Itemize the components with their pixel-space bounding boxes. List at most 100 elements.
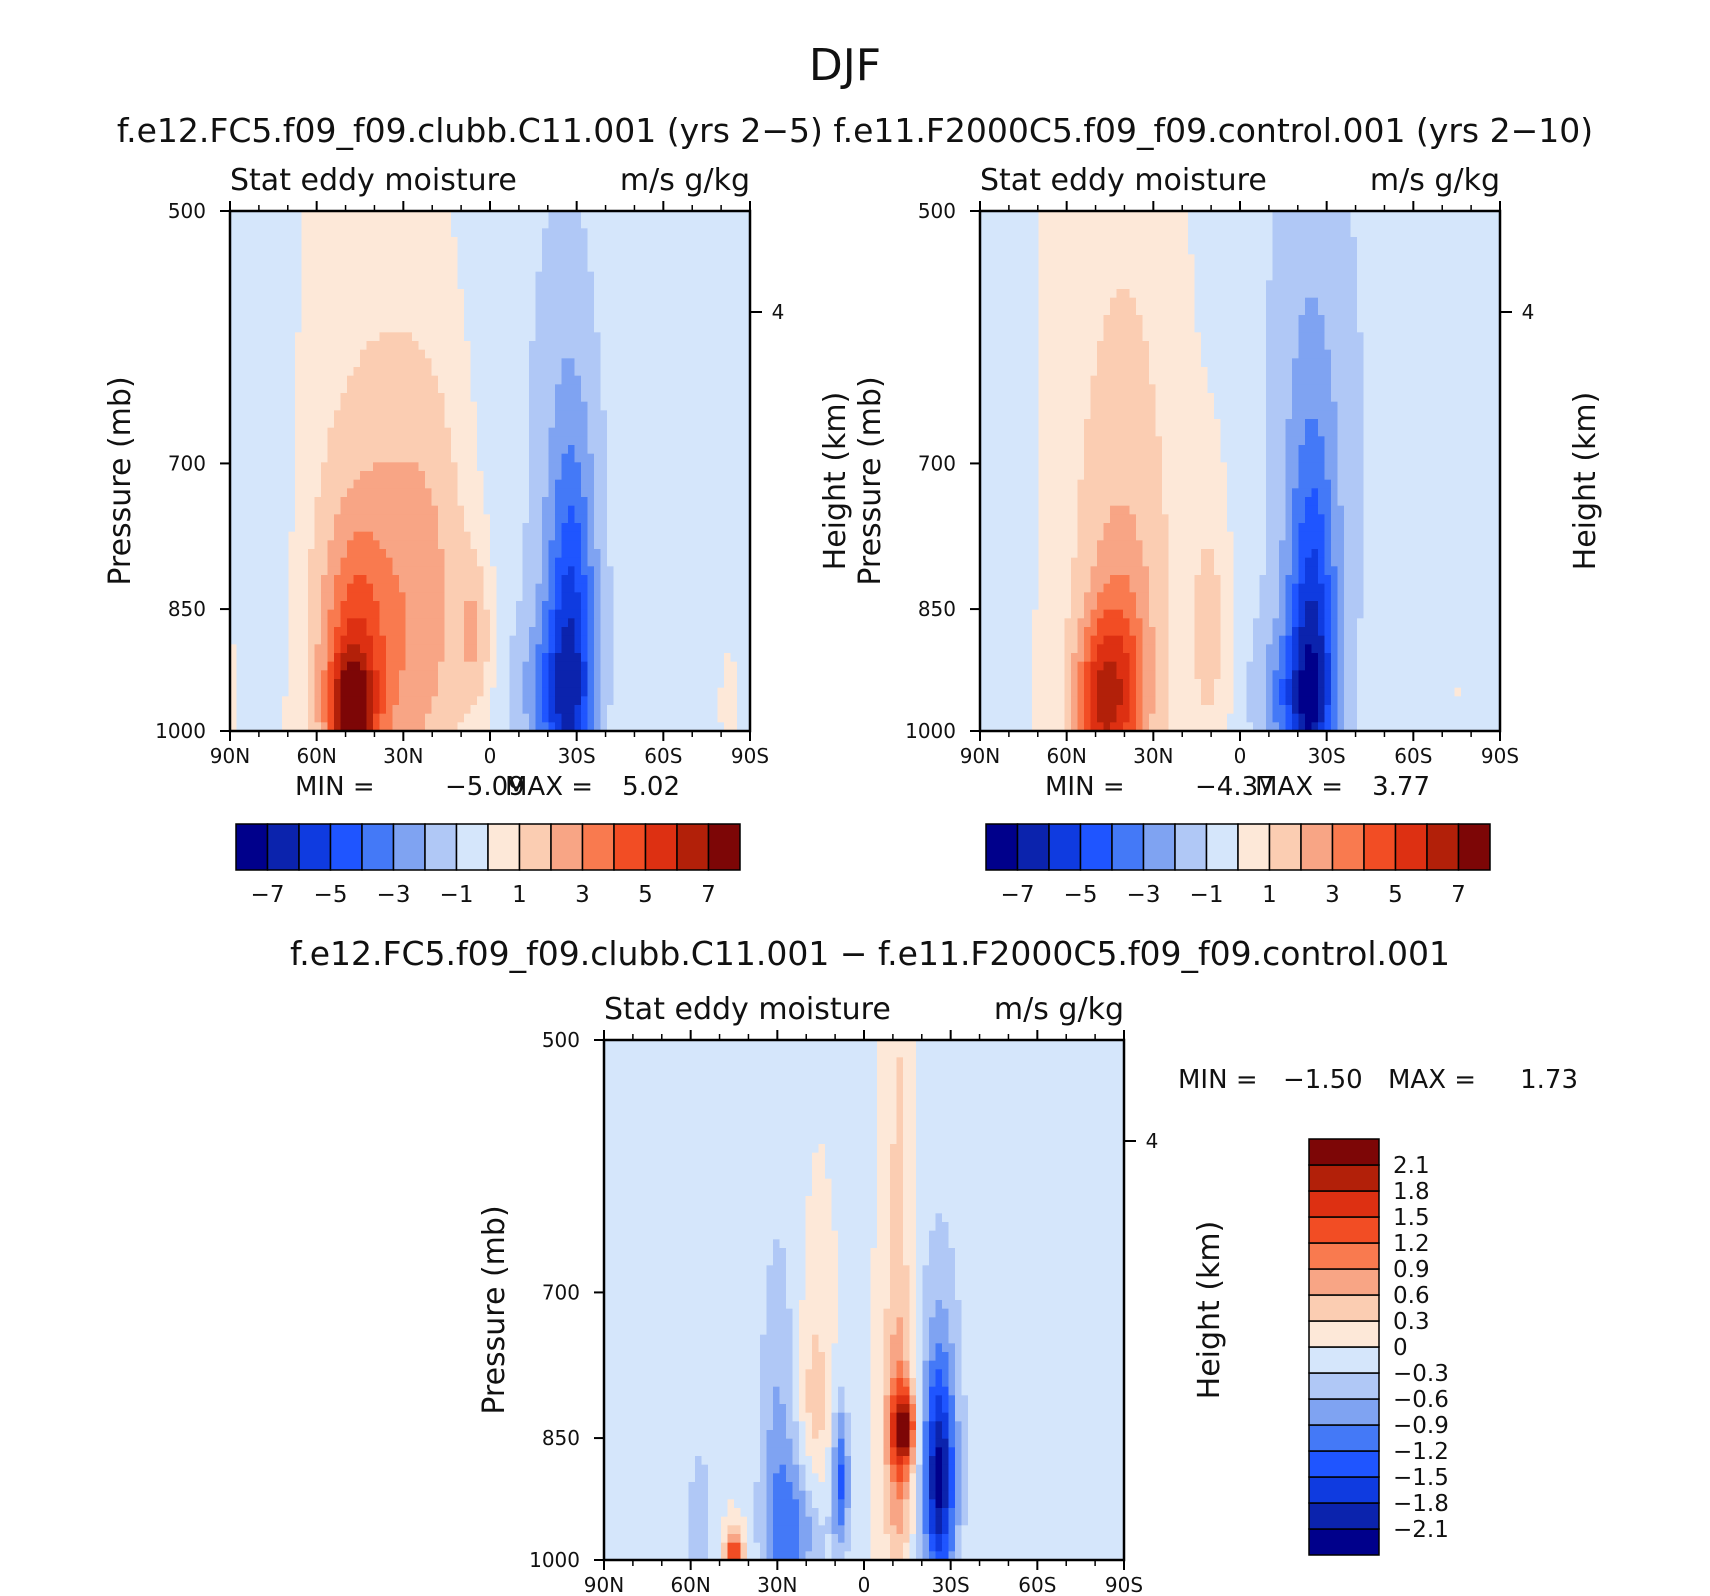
contour-cell [574,271,582,281]
contour-cell [672,341,680,351]
contour-cell [639,609,647,619]
contour-cell [639,245,647,255]
contour-cell [652,679,660,689]
contour-cell [730,245,738,255]
contour-cell [353,471,361,481]
contour-cell [574,497,582,507]
contour-cell [691,557,699,567]
contour-cell [555,661,563,671]
contour-cell [659,566,667,576]
contour-cell [379,471,387,481]
contour-cell [529,245,537,255]
contour-cell [360,653,368,663]
contour-cell [301,566,309,576]
contour-cell [698,566,706,576]
contour-cell [542,427,550,437]
contour-cell [659,341,667,351]
panel-title-left: Stat eddy moisture [230,163,517,198]
contour-cell [496,644,504,654]
contour-cell [711,375,719,385]
contour-cell [230,271,238,281]
contour-cell [249,306,257,316]
contour-cell [496,289,504,299]
contour-cell [327,245,335,255]
contour-cell [438,280,446,290]
contour-cell [269,497,277,507]
contour-cell [301,653,309,663]
contour-cell [373,601,381,611]
contour-cell [360,263,368,273]
contour-cell [314,575,322,585]
colorbar-box [550,823,584,871]
contour-cell [587,349,595,359]
contour-cell [438,384,446,394]
contour-cell [574,254,582,264]
contour-cell [477,219,485,229]
contour-cell [366,349,374,359]
contour-cell [412,644,420,654]
contour-cell [236,453,244,463]
contour-cell [561,445,569,455]
contour-cell [730,687,738,697]
contour-cell [269,341,277,351]
contour-cell [386,375,394,385]
contour-cell [587,306,595,316]
contour-cell [659,263,667,273]
contour-cell [724,263,732,273]
contour-cell [301,384,309,394]
contour-cell [327,263,335,273]
contour-cell [516,627,524,637]
contour-cell [373,306,381,316]
contour-cell [386,696,394,706]
contour-cell [360,557,368,567]
contour-cell [496,453,504,463]
contour-cell [620,505,628,515]
contour-cell [613,419,621,429]
contour-cell [425,635,433,645]
contour-cell [256,332,264,342]
contour-cell [678,722,686,732]
contour-cell [535,523,543,533]
colorbar: −7 −5 −3 −1 1 3 5 7 [235,823,741,908]
contour-cell [646,271,654,281]
contour-cell [535,653,543,663]
contour-cell [386,358,394,368]
contour-cell [490,358,498,368]
contour-cell [980,453,988,463]
contour-cell [535,245,543,255]
contour-cell [230,349,238,359]
contour-cell [717,713,725,723]
contour-cell [581,531,589,541]
contour-cell [340,583,348,593]
contour-cell [659,713,667,723]
contour-cell [314,254,322,264]
contour-cell [327,523,335,533]
contour-cell [678,471,686,481]
contour-cell [308,696,316,706]
contour-cell [490,705,498,715]
contour-cell [360,453,368,463]
contour-cell [652,653,660,663]
contour-cell [980,471,988,481]
contour-cell [685,713,693,723]
contour-cell [561,453,569,463]
contour-cell [986,237,994,247]
contour-cell [724,601,732,611]
contour-cell [704,393,712,403]
contour-cell [620,211,628,221]
contour-cell [353,540,361,550]
contour-cell [646,297,654,307]
contour-cell [607,661,615,671]
contour-cell [535,696,543,706]
contour-cell [457,219,465,229]
contour-cell [711,289,719,299]
contour-cell [698,289,706,299]
contour-cell [347,445,355,455]
contour-cell [561,540,569,550]
contour-cell [665,479,673,489]
contour-cell [986,505,994,515]
contour-cell [360,566,368,576]
contour-cell [321,635,329,645]
contour-cell [340,349,348,359]
